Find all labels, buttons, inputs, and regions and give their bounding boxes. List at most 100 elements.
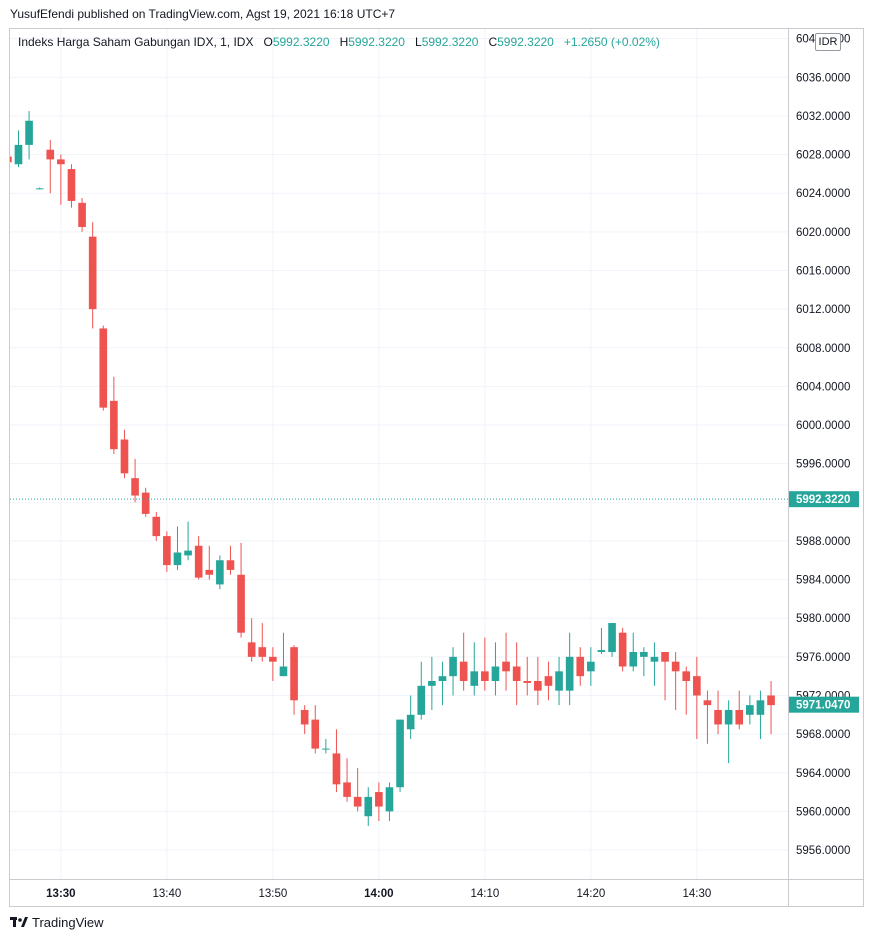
- candle-body: [385, 787, 394, 812]
- y-tick-label: 5964.0000: [796, 768, 850, 780]
- candle: [512, 642, 521, 706]
- candle: [57, 154, 65, 205]
- candle-body: [247, 642, 256, 657]
- candle-body: [555, 671, 563, 691]
- candle: [650, 642, 659, 686]
- y-tick-label: 6016.0000: [796, 265, 850, 277]
- candle: [110, 376, 118, 454]
- candle: [279, 632, 288, 677]
- y-tick-label: 5984.0000: [796, 575, 850, 587]
- candle-body: [46, 149, 55, 160]
- candle-body: [629, 652, 638, 667]
- x-tick-label: 14:20: [576, 888, 605, 900]
- candle-body: [618, 632, 627, 667]
- symbol-name: Indeks Harga Saham Gabungan IDX, 1, IDX: [18, 35, 254, 49]
- currency-badge[interactable]: IDR: [815, 33, 841, 51]
- candle: [173, 526, 182, 570]
- candle-body: [343, 782, 351, 797]
- candle: [385, 782, 394, 822]
- candlestick-chart[interactable]: 5956.00005960.00005964.00005968.00005972…: [10, 29, 863, 906]
- candle-body: [353, 796, 362, 807]
- candle-body: [661, 652, 669, 662]
- grid-lines: [10, 29, 788, 879]
- candle-body: [25, 120, 33, 145]
- candle: [470, 642, 479, 696]
- candle: [597, 627, 606, 654]
- x-tick-label: 14:10: [470, 888, 499, 900]
- candle: [746, 695, 754, 725]
- candle: [120, 429, 129, 479]
- candle-body: [406, 714, 415, 730]
- price-lines: 5992.3220 5971.0470: [10, 491, 859, 713]
- candle: [88, 222, 97, 329]
- candle-body: [269, 656, 277, 662]
- candle-body: [57, 159, 65, 165]
- candle-body: [438, 676, 447, 681]
- candle: [491, 642, 500, 696]
- candle-body: [523, 680, 532, 683]
- candle: [565, 632, 574, 706]
- y-tick-label: 5996.0000: [796, 459, 850, 471]
- candle: [269, 647, 277, 681]
- candle: [502, 632, 510, 691]
- candle: [290, 645, 298, 715]
- candle: [640, 647, 648, 677]
- y-tick-label: 6008.0000: [796, 343, 850, 355]
- candle-body: [650, 656, 659, 662]
- y-tick-label: 6024.0000: [796, 188, 850, 200]
- candle: [237, 542, 245, 638]
- candle: [396, 719, 404, 793]
- x-tick-label: 13:40: [152, 888, 181, 900]
- candle: [576, 647, 585, 686]
- x-tick-label: 14:00: [364, 888, 393, 900]
- candle: [724, 700, 733, 764]
- candle-body: [311, 719, 320, 749]
- candle-body: [565, 656, 574, 691]
- candle: [693, 656, 701, 739]
- candle-body: [173, 552, 182, 566]
- candle: [756, 690, 765, 739]
- candle: [682, 666, 691, 715]
- x-tick-label: 14:30: [682, 888, 711, 900]
- x-tick-label: 13:30: [46, 888, 75, 900]
- candle: [152, 511, 161, 541]
- candle-body: [671, 661, 680, 672]
- candle-body: [428, 680, 436, 686]
- candle-body: [322, 748, 330, 750]
- candle-body: [14, 144, 23, 165]
- candle-body: [417, 685, 426, 715]
- axes: 5956.00005960.00005964.00005968.00005972…: [10, 29, 863, 906]
- candle-body: [279, 666, 288, 677]
- candle-body: [110, 400, 118, 450]
- candle-body: [194, 545, 203, 578]
- open-value: 5992.3220: [272, 35, 330, 49]
- candle: [311, 705, 320, 754]
- candle-body: [216, 560, 224, 585]
- price-label-bg: [789, 696, 859, 713]
- candle: [141, 487, 150, 517]
- price-label-bg: [789, 491, 859, 508]
- low-value: 5992.3220: [421, 35, 479, 49]
- candle: [703, 690, 712, 744]
- low-label: L: [415, 35, 422, 49]
- candle-body: [78, 202, 86, 228]
- candle-body: [459, 661, 468, 681]
- candle: [343, 758, 351, 802]
- candle: [438, 661, 447, 706]
- candle-body: [735, 709, 744, 725]
- candle: [353, 767, 362, 812]
- candle: [322, 738, 330, 754]
- candle-body: [512, 666, 521, 681]
- published-caption: YusufEfendi published on TradingView.com…: [10, 7, 396, 21]
- candle: [258, 623, 267, 662]
- footer-brand[interactable]: TradingView: [10, 915, 104, 930]
- candle-body: [756, 700, 765, 715]
- candle-body: [544, 676, 553, 686]
- y-tick-label: 6004.0000: [796, 381, 850, 393]
- candle-body: [597, 650, 606, 653]
- candle: [671, 652, 680, 710]
- candle-body: [152, 516, 161, 537]
- y-tick-label: 6028.0000: [796, 150, 850, 162]
- candle: [99, 325, 108, 411]
- candle: [247, 618, 256, 662]
